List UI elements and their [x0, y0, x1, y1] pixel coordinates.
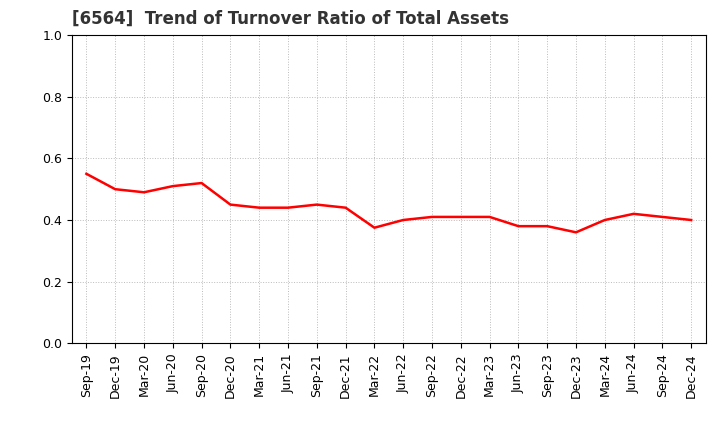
Text: [6564]  Trend of Turnover Ratio of Total Assets: [6564] Trend of Turnover Ratio of Total …: [72, 10, 509, 28]
